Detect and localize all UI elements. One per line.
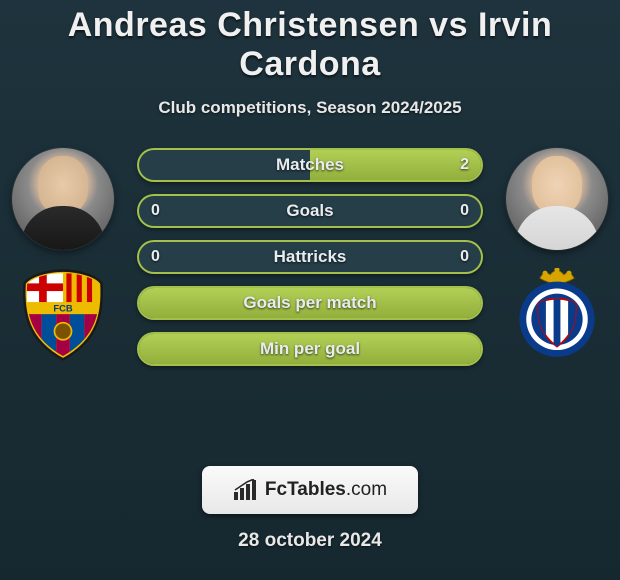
stat-value-right: 0 — [451, 248, 469, 266]
stat-row-min-per-goal: Min per goal — [137, 332, 483, 366]
stat-value-right: 0 — [451, 202, 469, 220]
brand-chart-icon — [233, 479, 259, 501]
barcelona-crest-icon: FCB — [20, 268, 106, 362]
espanyol-crest-icon — [514, 268, 600, 362]
stat-value-right: 2 — [451, 156, 469, 174]
stat-row-hattricks: 0Hattricks0 — [137, 240, 483, 274]
player-right-avatar — [506, 148, 608, 250]
comparison-area: FCB Matches20Goals00Hattricks0Goals per … — [0, 148, 620, 448]
stat-label: Min per goal — [137, 339, 483, 359]
club-left-crest: FCB — [20, 272, 106, 358]
stat-label: Matches — [137, 155, 483, 175]
player-left-avatar — [12, 148, 114, 250]
stat-label: Hattricks — [137, 247, 483, 267]
brand-text: FcTables.com — [265, 479, 387, 501]
svg-text:FCB: FCB — [53, 303, 73, 314]
brand-badge[interactable]: FcTables.com — [202, 466, 418, 514]
stat-row-goals: 0Goals0 — [137, 194, 483, 228]
stat-label: Goals — [137, 201, 483, 221]
stat-bars: Matches20Goals00Hattricks0Goals per matc… — [137, 148, 483, 366]
stat-row-goals-per-match: Goals per match — [137, 286, 483, 320]
date-label: 28 october 2024 — [0, 530, 620, 552]
right-column — [502, 148, 612, 358]
club-right-crest — [514, 272, 600, 358]
page-title: Andreas Christensen vs Irvin Cardona — [0, 0, 620, 84]
stat-label: Goals per match — [137, 293, 483, 313]
stat-row-matches: Matches2 — [137, 148, 483, 182]
left-column: FCB — [8, 148, 118, 358]
page-subtitle: Club competitions, Season 2024/2025 — [0, 98, 620, 118]
